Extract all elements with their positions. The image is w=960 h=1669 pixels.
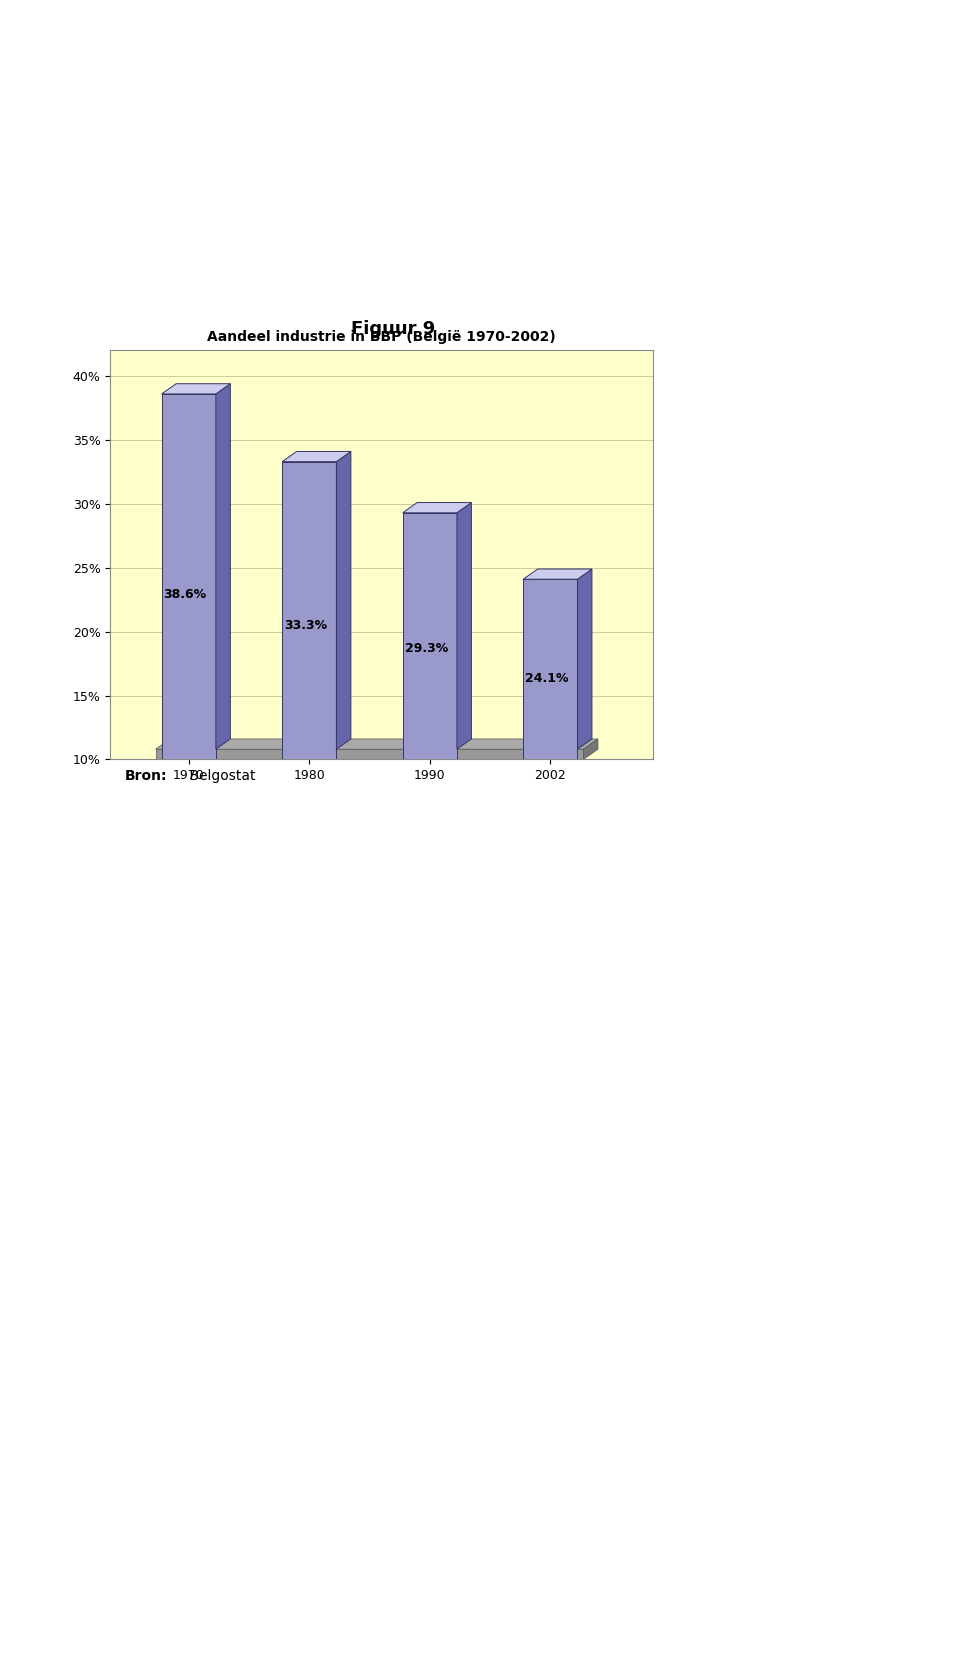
Polygon shape bbox=[457, 502, 471, 749]
Polygon shape bbox=[161, 384, 230, 394]
Text: 29.3%: 29.3% bbox=[404, 643, 447, 654]
Polygon shape bbox=[523, 569, 592, 579]
Polygon shape bbox=[402, 502, 471, 512]
Polygon shape bbox=[156, 739, 598, 749]
Polygon shape bbox=[336, 451, 350, 749]
Text: 33.3%: 33.3% bbox=[284, 619, 327, 633]
Text: 24.1%: 24.1% bbox=[525, 673, 568, 684]
Text: Figuur 9: Figuur 9 bbox=[351, 320, 436, 337]
Polygon shape bbox=[584, 739, 598, 759]
Text: Belgostat: Belgostat bbox=[185, 769, 255, 783]
Bar bbox=[156, 749, 584, 759]
Polygon shape bbox=[282, 451, 350, 462]
Bar bbox=[161, 394, 216, 759]
Text: Bron:: Bron: bbox=[125, 769, 167, 783]
Title: Aandeel industrie in BBP (België 1970-2002): Aandeel industrie in BBP (België 1970-20… bbox=[207, 330, 556, 344]
Bar bbox=[402, 512, 457, 759]
Bar bbox=[523, 579, 578, 759]
Polygon shape bbox=[216, 384, 230, 749]
Text: 38.6%: 38.6% bbox=[163, 589, 206, 601]
Polygon shape bbox=[578, 569, 592, 749]
Bar bbox=[282, 462, 336, 759]
